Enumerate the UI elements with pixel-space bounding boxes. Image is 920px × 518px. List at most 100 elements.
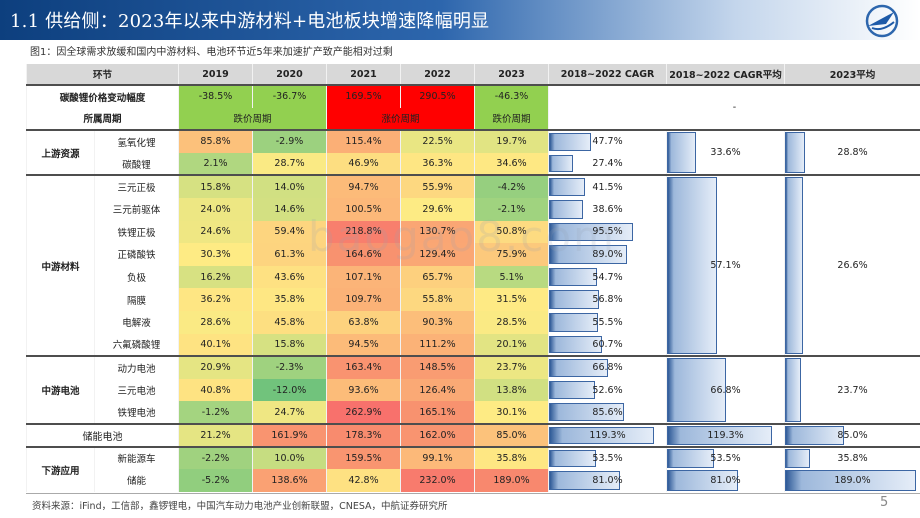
price-cell: -46.3% xyxy=(474,84,550,108)
value-cell: 94.5% xyxy=(326,333,402,357)
cagr-avg-cell-value: 33.6% xyxy=(710,147,741,159)
value-cell: 16.2% xyxy=(178,265,254,289)
row-label: 碳酸锂价格变动幅度 xyxy=(25,84,180,108)
cagr-avg-cell-bar xyxy=(667,425,772,445)
value-cell: 14.0% xyxy=(252,174,328,198)
value-cell: -2.2% xyxy=(178,445,254,470)
value-cell: -1.2% xyxy=(178,401,254,424)
value-cell: 100.5% xyxy=(326,197,402,221)
value-cell: 21.2% xyxy=(178,422,254,447)
avg-2023-cell-value: 23.7% xyxy=(837,384,868,396)
price-cell: -36.7% xyxy=(252,84,328,108)
cagr-bar xyxy=(549,380,596,400)
value-cell: 75.9% xyxy=(474,243,550,266)
cagr-bar-cell: 89.0% xyxy=(548,243,668,266)
value-cell: 10.0% xyxy=(252,445,328,470)
cagr-bar-cell: 95.5% xyxy=(548,220,668,244)
value-cell: 63.8% xyxy=(326,310,402,334)
price-change-row: 碳酸锂价格变动幅度 -38.5% -36.7% 169.5% 290.5% -4… xyxy=(25,83,920,131)
avg-2023-cell: 85.0% xyxy=(784,422,920,447)
avg-2023-cell: 26.6% xyxy=(784,174,920,357)
value-cell: 5.1% xyxy=(474,265,550,289)
cycle-cell: 涨价周期 xyxy=(326,107,476,131)
cagr-value: 56.8% xyxy=(592,294,623,306)
header-cell: 环节 xyxy=(25,64,180,85)
cagr-bar xyxy=(549,335,603,354)
cagr-value: 47.7% xyxy=(592,136,623,148)
cagr-value: 53.5% xyxy=(592,452,623,464)
cagr-value: 66.8% xyxy=(592,362,623,374)
cagr-avg-cell-bar xyxy=(667,448,714,469)
value-cell: 22.5% xyxy=(400,129,476,153)
table-row: 中游材料 三元正极 15.8% 14.0% 94.7% 55.9% -4.2% 41.5% 57… xyxy=(26,174,920,357)
value-cell: 218.8% xyxy=(326,220,402,244)
value-cell: 30.3% xyxy=(178,243,254,266)
sub-item-label: 负极 xyxy=(93,265,180,289)
value-cell: 111.2% xyxy=(400,333,476,357)
value-cell: 28.7% xyxy=(252,152,328,176)
cagr-bar xyxy=(549,245,628,264)
value-cell: 178.3% xyxy=(326,422,402,447)
cagr-value: 81.0% xyxy=(592,474,623,486)
value-cell: 20.9% xyxy=(178,355,254,379)
value-cell: -2.3% xyxy=(252,355,328,379)
value-cell: 163.4% xyxy=(326,355,402,379)
cagr-bar xyxy=(549,133,591,151)
cagr-bar xyxy=(549,290,599,309)
cagr-bar-cell: 85.6% xyxy=(548,401,668,424)
cagr-bar-cell: 60.7% xyxy=(548,333,668,357)
cagr-avg-cell-bar xyxy=(667,358,726,422)
avg-2023-cell-bar xyxy=(785,425,845,445)
cagr-bar-cell: 41.5% xyxy=(548,174,668,198)
value-cell: 130.7% xyxy=(400,220,476,244)
cagr-value: 41.5% xyxy=(592,181,623,193)
slide-title: 1.1 供给侧：2023年以来中游材料+电池板块增速降幅明显 xyxy=(10,11,490,32)
table-row: 储能电池 21.2% 161.9% 178.3% 162.0% 85.0% 119.3% 11… xyxy=(25,422,920,447)
cagr-avg-cell-bar xyxy=(667,132,697,174)
cagr-bar xyxy=(549,312,598,332)
footer-divider xyxy=(26,493,920,494)
sub-item-label: 隔膜 xyxy=(93,288,180,311)
cagr-bar xyxy=(549,199,583,219)
value-cell: 35.8% xyxy=(474,445,550,470)
cagr-bar xyxy=(549,449,596,468)
value-cell: 93.6% xyxy=(326,378,402,402)
sub-item-label: 电解液 xyxy=(93,310,180,334)
value-cell: 29.6% xyxy=(400,197,476,221)
value-cell: 24.6% xyxy=(178,220,254,244)
value-cell: 31.5% xyxy=(474,288,550,311)
value-cell: 189.0% xyxy=(474,469,550,492)
table-row: 隔膜 36.2% 35.8% 109.7% 55.8% 31.5% 56.8% xyxy=(27,288,920,311)
value-cell: 126.4% xyxy=(400,378,476,402)
cagr-bar-cell: 53.5% xyxy=(548,445,668,470)
value-cell: -2.9% xyxy=(252,129,328,153)
cagr-bar-cell: 52.6% xyxy=(548,378,668,402)
value-cell: 59.4% xyxy=(252,220,328,244)
sub-item-label: 新能源车 xyxy=(93,445,180,470)
cagr-avg-cell: 33.6% xyxy=(666,129,786,176)
value-cell: 115.4% xyxy=(326,129,402,153)
cagr-value: 52.6% xyxy=(592,384,623,396)
sub-item-label: 铁锂正极 xyxy=(93,220,180,244)
avg-2023-cell: 23.7% xyxy=(784,355,920,424)
value-cell: 90.3% xyxy=(400,310,476,334)
cagr-value: 60.7% xyxy=(592,338,623,350)
cagr-avg-cell-value: 81.0% xyxy=(710,474,741,486)
cycle-cell: 跌价周期 xyxy=(178,107,328,131)
cagr-bar-cell: 66.8% xyxy=(548,355,668,379)
value-cell: 42.8% xyxy=(326,469,402,492)
cagr-avg-cell: 66.8% xyxy=(666,355,786,424)
value-cell: 138.6% xyxy=(252,469,328,492)
table-row: 负极 16.2% 43.6% 107.1% 65.7% 5.1% 54.7% xyxy=(27,265,920,289)
cagr-avg-cell-value: 119.3% xyxy=(707,429,744,441)
table-row: 三元前驱体 24.0% 14.6% 100.5% 29.6% -2.1% 38.6% xyxy=(27,197,920,221)
avg-2023-cell-value: 35.8% xyxy=(837,452,868,464)
table-row: 铁锂正极 24.6% 59.4% 218.8% 130.7% 50.8% 95.5% xyxy=(27,220,920,244)
avg-2023-cell-value: 189.0% xyxy=(834,474,871,486)
table-row: 中游电池 动力电池 20.9% -2.3% 163.4% 148.5% 23.7% 66.8%… xyxy=(26,355,920,424)
table-row: 储能 -5.2% 138.6% 42.8% 232.0% 189.0% 81.0% 81.0%… xyxy=(27,469,920,492)
cagr-bar-cell: 56.8% xyxy=(548,288,668,311)
table-row: 下游应用 新能源车 -2.2% 10.0% 159.5% 99.1% 35.8% 53.5% 5… xyxy=(26,445,920,492)
header-cell: 2019 xyxy=(178,64,254,85)
value-cell: 24.0% xyxy=(178,197,254,221)
